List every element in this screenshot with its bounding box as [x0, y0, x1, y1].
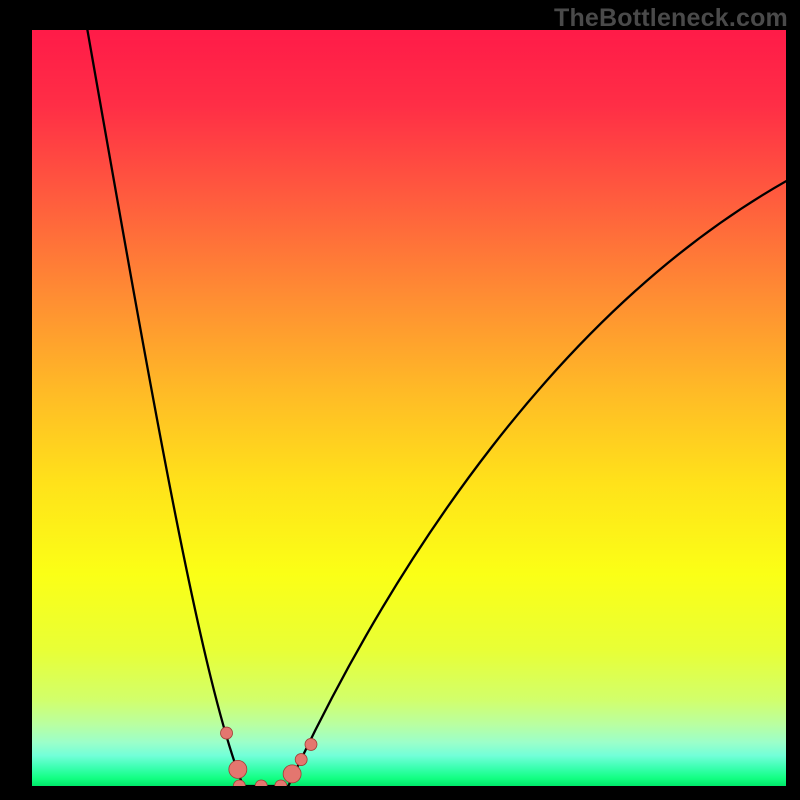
gradient-background: [32, 30, 786, 786]
frame-right: [786, 0, 800, 800]
frame-left: [0, 0, 32, 800]
data-marker: [283, 765, 301, 783]
data-marker: [295, 754, 307, 766]
data-marker: [229, 760, 247, 778]
data-marker: [221, 727, 233, 739]
data-marker: [305, 738, 317, 750]
frame-bottom: [0, 786, 800, 800]
watermark-text: TheBottleneck.com: [554, 4, 788, 33]
bottleneck-chart: [32, 30, 786, 786]
